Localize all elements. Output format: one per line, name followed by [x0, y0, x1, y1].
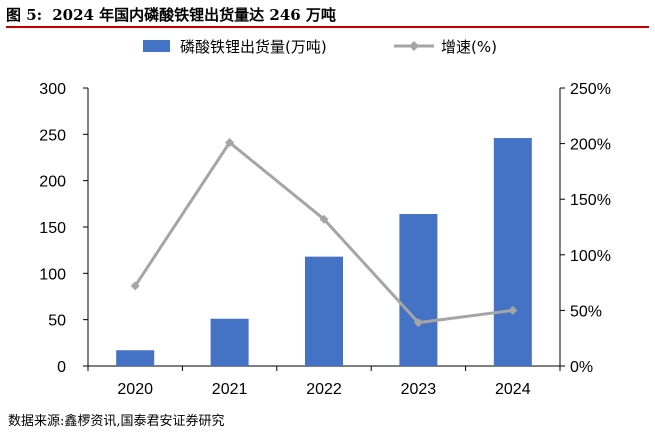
- legend-swatch-marker: [409, 41, 419, 51]
- x-tick-label: 2024: [495, 381, 531, 398]
- legend-swatch-bar: [143, 40, 170, 52]
- right-tick-label: 100%: [570, 248, 611, 265]
- right-tick-label: 0%: [570, 359, 593, 376]
- growth-point: [225, 137, 235, 147]
- left-tick-label: 200: [39, 174, 66, 191]
- left-tick-label: 150: [39, 220, 66, 237]
- bar: [210, 318, 249, 366]
- source-note: 数据来源:鑫椤资讯,国泰君安证券研究: [8, 410, 648, 429]
- right-tick-label: 250%: [570, 81, 611, 98]
- left-tick-label: 0: [57, 359, 66, 376]
- left-tick-label: 250: [39, 127, 66, 144]
- right-tick-label: 150%: [570, 192, 611, 209]
- source-label: 数据来源:: [8, 414, 65, 429]
- legend-label-line: 增速(%): [441, 38, 497, 56]
- figure-label: 图 5:: [6, 6, 43, 24]
- growth-point: [508, 305, 518, 315]
- right-tick-label: 200%: [570, 137, 611, 154]
- left-tick-label: 100: [39, 266, 66, 283]
- growth-point: [130, 281, 140, 291]
- bar: [399, 214, 438, 366]
- growth-point: [319, 214, 329, 224]
- bar: [305, 256, 343, 366]
- bar: [493, 138, 532, 366]
- legend-label-bar: 磷酸铁锂出货量(万吨): [180, 38, 327, 56]
- x-tick-label: 2021: [212, 381, 248, 398]
- left-tick-label: 50: [48, 313, 66, 330]
- left-tick-label: 300: [39, 81, 66, 98]
- growth-point: [413, 318, 423, 328]
- x-tick-label: 2023: [401, 381, 437, 398]
- figure-title-text: 2024 年国内磷酸铁锂出货量达 246 万吨: [52, 6, 336, 24]
- source-text: 鑫椤资讯,国泰君安证券研究: [64, 414, 225, 429]
- right-tick-label: 50%: [570, 303, 602, 320]
- x-tick-label: 2022: [306, 381, 342, 398]
- bar: [116, 350, 155, 366]
- figure-title: 图 5: 2024 年国内磷酸铁锂出货量达 246 万吨: [6, 4, 649, 28]
- x-tick-label: 2020: [117, 381, 153, 398]
